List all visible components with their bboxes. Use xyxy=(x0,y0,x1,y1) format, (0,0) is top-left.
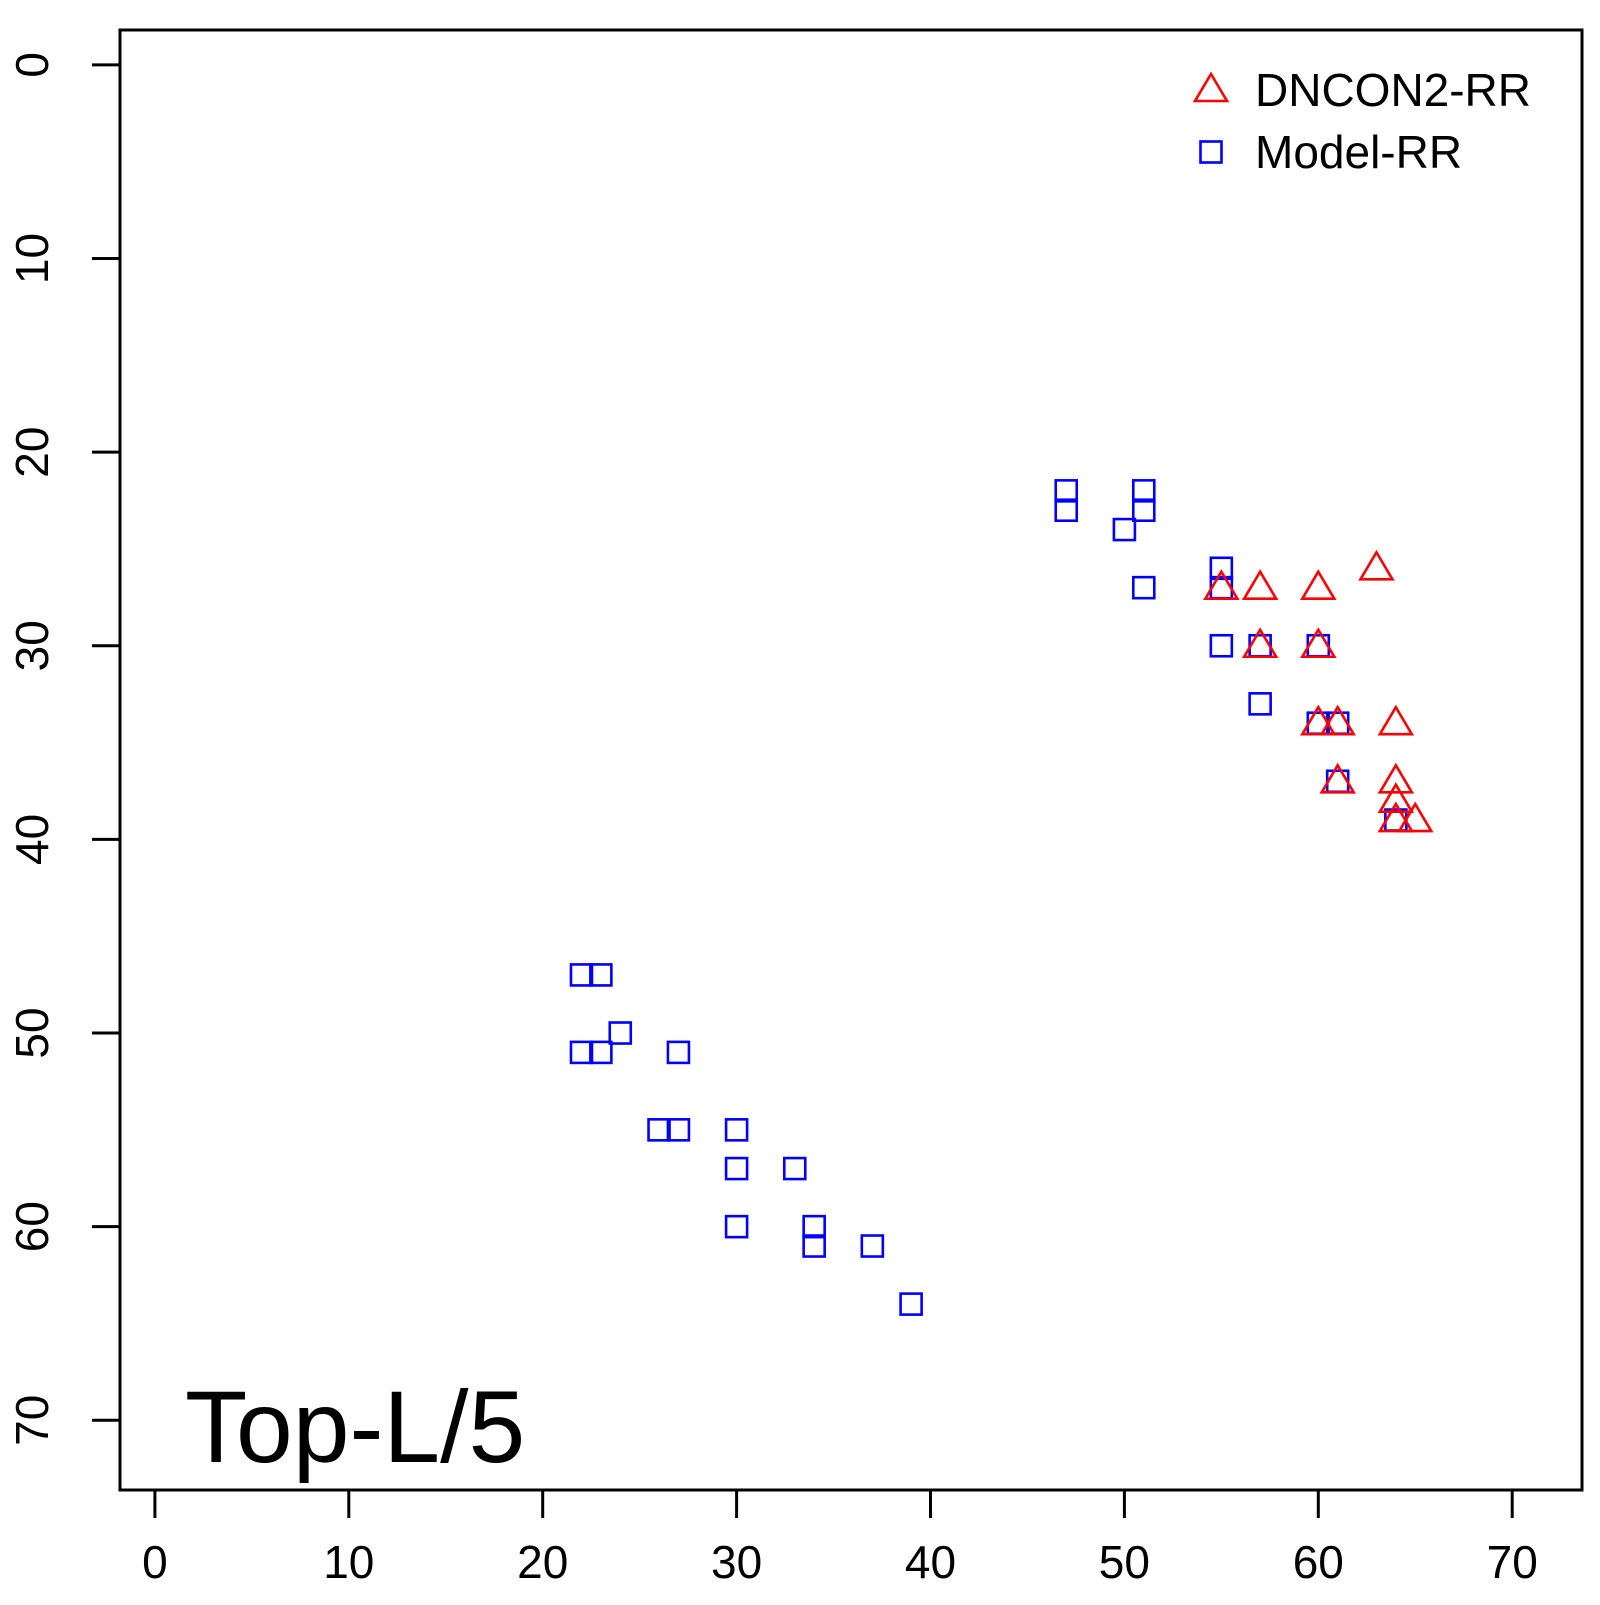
dncon2-rr-point xyxy=(1377,704,1415,736)
x-tick-label: 40 xyxy=(905,1536,956,1588)
model-rr-point xyxy=(647,1118,671,1142)
model-rr-point xyxy=(1325,711,1350,736)
model-rr-point xyxy=(1306,711,1331,736)
y-tick-label: 60 xyxy=(6,1201,58,1252)
model-rr-point xyxy=(1209,556,1234,581)
legend-label: DNCON2-RR xyxy=(1255,64,1531,116)
y-tick-label: 30 xyxy=(6,620,58,671)
series-dncon2-rr xyxy=(1203,549,1434,833)
y-tick-label: 10 xyxy=(6,233,58,284)
model-rr-point xyxy=(1248,633,1272,658)
model-rr-point xyxy=(1054,479,1079,503)
x-tick-label: 0 xyxy=(142,1536,168,1588)
model-rr-point xyxy=(724,1118,749,1142)
model-rr-point xyxy=(1112,517,1137,542)
y-tick-label: 40 xyxy=(6,814,58,865)
series-model-rr xyxy=(569,479,1408,1316)
plot-frame xyxy=(118,28,1584,1492)
dncon2-rr-point xyxy=(1300,704,1337,736)
x-axis: 0 10 20 30 40 50 60 70 xyxy=(142,1488,1538,1588)
legend: DNCON2-RR Model-RR xyxy=(1192,64,1531,178)
y-axis: 0 10 20 30 40 50 60 70 xyxy=(6,52,122,1446)
model-rr-point xyxy=(802,1214,826,1239)
x-tick-label: 20 xyxy=(517,1536,568,1588)
dncon2-rr-point xyxy=(1377,762,1415,794)
model-rr-point xyxy=(782,1156,807,1181)
legend-marker-square xyxy=(1199,140,1223,164)
series-layer xyxy=(569,479,1434,1316)
x-tick-label: 10 xyxy=(323,1536,374,1588)
model-rr-point xyxy=(1209,575,1234,600)
model-rr-point xyxy=(589,1040,613,1065)
dncon2-rr-point xyxy=(1319,762,1356,794)
model-rr-point xyxy=(802,1234,826,1258)
x-tick-label: 70 xyxy=(1487,1536,1538,1588)
model-rr-point xyxy=(1054,498,1079,523)
model-rr-point xyxy=(1248,692,1272,716)
legend-label: Model-RR xyxy=(1255,126,1462,178)
model-rr-point xyxy=(1209,633,1234,658)
dncon2-rr-point xyxy=(1396,801,1434,833)
model-rr-point xyxy=(569,963,594,987)
x-tick-label: 50 xyxy=(1099,1536,1150,1588)
panel-annotation: Top-L/5 xyxy=(185,1370,525,1484)
y-tick-label: 70 xyxy=(6,1395,58,1446)
dncon2-rr-point xyxy=(1377,801,1415,833)
legend-marker-triangle xyxy=(1192,71,1230,103)
model-rr-point xyxy=(1325,769,1350,794)
dncon2-rr-point xyxy=(1241,569,1279,600)
dncon2-rr-point xyxy=(1241,627,1279,659)
dncon2-rr-point xyxy=(1319,704,1356,736)
model-rr-point xyxy=(899,1292,923,1316)
model-rr-point xyxy=(724,1156,749,1181)
model-rr-point xyxy=(1306,633,1331,658)
dncon2-rr-point xyxy=(1377,782,1415,813)
model-rr-point xyxy=(724,1214,749,1239)
dncon2-rr-point xyxy=(1300,627,1337,659)
y-tick-label: 50 xyxy=(6,1007,58,1058)
model-rr-point xyxy=(1131,498,1156,523)
model-rr-point xyxy=(1131,575,1156,600)
y-tick-label: 0 xyxy=(6,52,58,78)
model-rr-point xyxy=(666,1118,691,1142)
model-rr-point xyxy=(608,1021,633,1045)
model-rr-point xyxy=(569,1040,594,1065)
dncon2-rr-point xyxy=(1358,549,1395,581)
dncon2-rr-point xyxy=(1300,569,1337,600)
model-rr-point xyxy=(589,963,613,987)
dncon2-rr-point xyxy=(1203,569,1240,600)
y-tick-label: 20 xyxy=(6,427,58,478)
model-rr-point xyxy=(666,1040,691,1065)
x-tick-label: 30 xyxy=(711,1536,762,1588)
x-tick-label: 60 xyxy=(1293,1536,1344,1588)
model-rr-point xyxy=(860,1234,885,1258)
model-rr-point xyxy=(1131,479,1156,503)
